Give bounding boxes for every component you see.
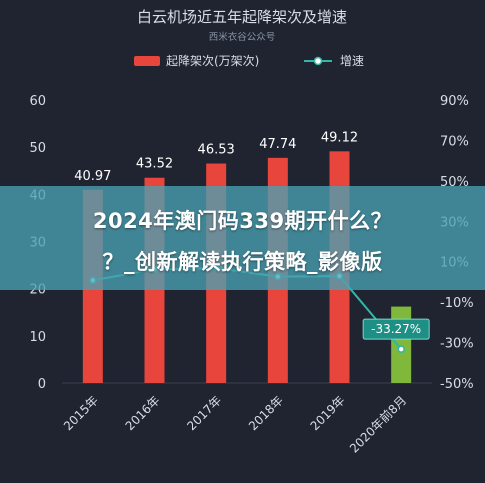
x-tick-label: 2015年	[61, 393, 101, 433]
overlay-banner	[0, 186, 485, 290]
x-tick-label: 2018年	[246, 393, 286, 433]
chart-title: 白云机场近五年起降架次及增速	[137, 8, 347, 26]
bar-value-label: 49.12	[321, 130, 358, 145]
y-right-tick-label: -10%	[440, 296, 474, 311]
bar-value-label: 43.52	[136, 157, 173, 172]
y-right-tick-label: 90%	[440, 94, 469, 109]
bar-value-label: 47.74	[259, 137, 296, 152]
y-left-tick-label: 60	[29, 94, 46, 109]
x-tick-label: 2016年	[123, 393, 163, 433]
bar	[391, 306, 412, 383]
x-tick-label: 2019年	[308, 393, 348, 433]
x-tick-label: 2017年	[184, 393, 224, 433]
legend-line-label: 增速	[340, 54, 364, 68]
y-left-tick-label: 10	[29, 330, 46, 345]
overlay-subheadline: ？_创新解读执行策略_影像版	[102, 250, 383, 274]
legend-bar-label: 起降架次(万架次)	[166, 54, 259, 68]
bar-value-label: 46.53	[198, 143, 235, 158]
legend-bar-swatch	[134, 56, 160, 66]
growth-value-badge	[362, 318, 430, 340]
y-left-tick-label: 50	[29, 141, 46, 156]
y-left-tick-label: 0	[38, 377, 46, 392]
y-right-tick-label: -50%	[440, 377, 474, 392]
legend-line-marker	[313, 56, 323, 66]
chart-subtitle: 西米衣谷公众号	[209, 31, 276, 43]
bar-value-label: 40.97	[74, 169, 111, 184]
y-right-tick-label: 70%	[440, 134, 469, 149]
overlay-headline: 2024年澳门码339期开什么？	[92, 209, 393, 233]
y-right-tick-label: -30%	[440, 337, 474, 352]
growth-point	[397, 345, 405, 353]
x-tick-label: 2020年前8月	[346, 393, 409, 456]
growth-value-label: -33.27%	[371, 322, 421, 336]
